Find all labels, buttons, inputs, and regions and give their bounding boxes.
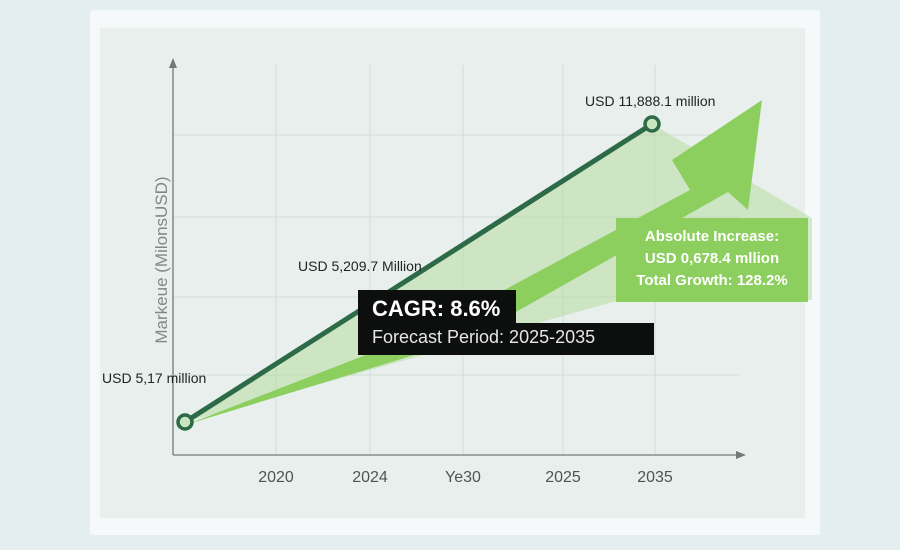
y-axis-arrow-icon: [169, 58, 177, 68]
cagr-value: CAGR: 8.6%: [358, 290, 516, 324]
x-tick-label: Ye30: [445, 469, 481, 486]
cagr-callout: CAGR: 8.6% Forecast Period: 2025-2035: [358, 290, 654, 355]
total-growth: Total Growth: 128.2%: [636, 272, 788, 289]
start-point-label: USD 5,17 million: [102, 370, 207, 386]
x-tick-label: 2024: [352, 469, 388, 486]
x-tick-label: 2035: [637, 469, 673, 486]
increase-title: Absolute Increase:: [644, 228, 780, 245]
forecast-period: Forecast Period: 2025-2035: [358, 323, 654, 355]
end-point-label: USD 11,888.1 million: [585, 93, 716, 109]
series-line: [182, 121, 655, 425]
area-fill: [185, 124, 812, 422]
data-point-1: [643, 115, 661, 133]
increase-value: USD 0,678.4 mllion: [644, 250, 780, 267]
x-tick-label: 2025: [545, 469, 581, 486]
x-tick-label: 2020: [258, 469, 294, 486]
mid-label: USD 5,209.7 Million: [298, 258, 422, 274]
absolute-increase-box: Absolute Increase: USD 0,678.4 mllion To…: [616, 218, 808, 302]
y-axis-label: Markeue (MilonsUSD): [152, 176, 171, 344]
x-axis-arrow-icon: [736, 451, 746, 459]
data-point-0: [176, 413, 194, 431]
